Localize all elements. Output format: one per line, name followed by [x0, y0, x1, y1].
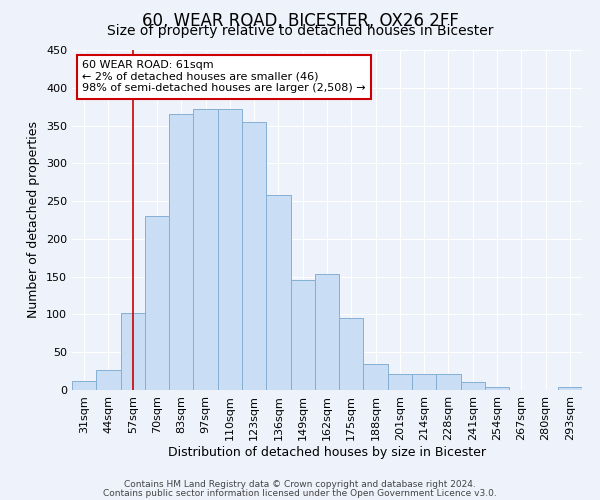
Bar	[558, 387, 582, 390]
Bar	[461, 382, 485, 390]
Bar	[315, 274, 339, 390]
Text: 60, WEAR ROAD, BICESTER, OX26 2FF: 60, WEAR ROAD, BICESTER, OX26 2FF	[142, 12, 458, 30]
Text: 60 WEAR ROAD: 61sqm
← 2% of detached houses are smaller (46)
98% of semi-detache: 60 WEAR ROAD: 61sqm ← 2% of detached hou…	[82, 60, 366, 94]
Bar	[388, 374, 412, 390]
Text: Contains public sector information licensed under the Open Government Licence v3: Contains public sector information licen…	[103, 488, 497, 498]
Text: Contains HM Land Registry data © Crown copyright and database right 2024.: Contains HM Land Registry data © Crown c…	[124, 480, 476, 489]
Bar	[169, 114, 193, 390]
Bar	[121, 313, 145, 390]
Bar	[436, 374, 461, 390]
Bar	[412, 374, 436, 390]
Bar	[364, 364, 388, 390]
Bar	[218, 109, 242, 390]
Text: Size of property relative to detached houses in Bicester: Size of property relative to detached ho…	[107, 24, 493, 38]
Bar	[96, 370, 121, 390]
Bar	[72, 381, 96, 390]
Bar	[242, 122, 266, 390]
Bar	[193, 109, 218, 390]
Y-axis label: Number of detached properties: Number of detached properties	[28, 122, 40, 318]
Bar	[339, 318, 364, 390]
Bar	[145, 216, 169, 390]
Bar	[485, 387, 509, 390]
Bar	[266, 195, 290, 390]
X-axis label: Distribution of detached houses by size in Bicester: Distribution of detached houses by size …	[168, 446, 486, 458]
Bar	[290, 280, 315, 390]
